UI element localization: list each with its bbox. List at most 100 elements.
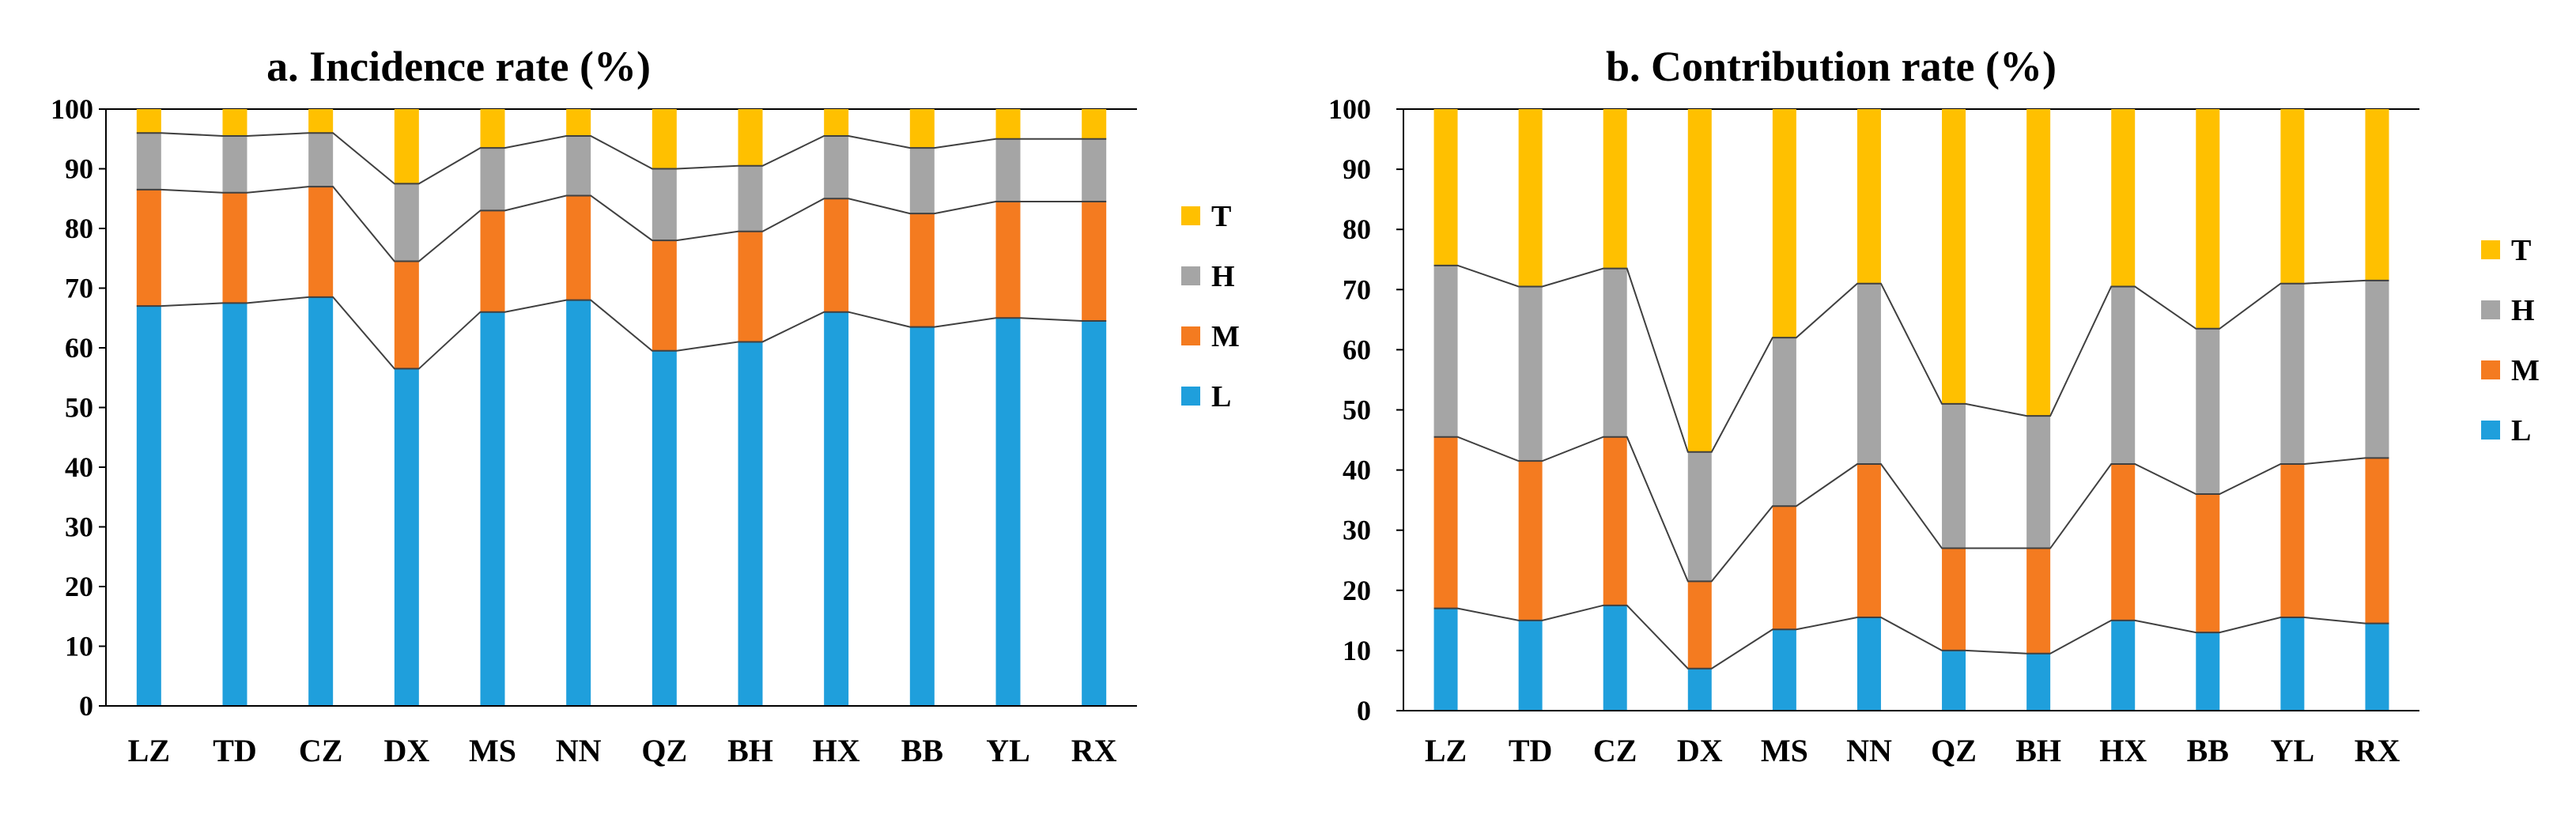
chart-a-bar-T-LZ	[136, 109, 161, 134]
chart-a-ytick-label: 0	[79, 690, 93, 722]
chart-b-category-label: MS	[1761, 733, 1808, 768]
chart-a-bar-L-BB	[909, 326, 935, 706]
chart-b-bar-H-RX	[2365, 280, 2389, 458]
chart-a-category-label: DX	[383, 733, 429, 768]
chart-a-category-label: YL	[986, 733, 1030, 768]
chart-a-category-label: CZ	[299, 733, 343, 768]
chart-b-bar-T-TD	[1518, 109, 1543, 287]
chart-b-title: b. Contribution rate (%)	[1606, 43, 2057, 90]
chart-a-bar-M-RX	[1082, 202, 1107, 322]
chart-b-connector-M	[1433, 436, 2389, 583]
chart-a-bar-L-HX	[824, 311, 849, 706]
chart-b-bar-L-CZ	[1603, 605, 1627, 711]
chart-a-legend-swatch-H	[1181, 266, 1200, 285]
chart-a-bar-L-MS	[480, 311, 505, 706]
chart-b-bar-H-TD	[1518, 286, 1543, 462]
chart-b-bar-T-CZ	[1603, 109, 1627, 269]
chart-b-bar-M-RX	[2365, 458, 2389, 624]
chart-a-bar-L-RX	[1082, 321, 1107, 706]
chart-b-legend-swatch-H	[2481, 300, 2500, 319]
chart-b-bar-T-QZ	[1942, 109, 1966, 404]
chart-a-bar-T-YL	[995, 109, 1021, 139]
chart-b-bar-M-BH	[2026, 548, 2051, 654]
chart-a-category-label: QZ	[641, 733, 687, 768]
chart-a-ytick-label: 90	[65, 153, 93, 185]
chart-a-bar-H-NN	[566, 135, 591, 196]
chart-a-connector-L	[136, 296, 1107, 370]
chart-a-bar-T-NN	[566, 109, 591, 136]
chart-a-bar-H-RX	[1082, 138, 1107, 202]
chart-b-ytick-label: 70	[1343, 274, 1371, 305]
chart-b-category-label: CZ	[1593, 733, 1637, 768]
chart-b-ytick-label: 90	[1343, 153, 1371, 185]
chart-a-bar-H-DX	[394, 183, 419, 262]
chart-b-category-label: HX	[2099, 733, 2147, 768]
chart-b-ytick-label: 10	[1343, 635, 1371, 666]
chart-a-bar-T-BH	[738, 109, 763, 166]
chart-a-legend-swatch-T	[1181, 206, 1200, 225]
chart-a-bar-M-DX	[394, 261, 419, 369]
chart-b-ytick-label: 30	[1343, 515, 1371, 546]
chart-b-ytick-label: 80	[1343, 213, 1371, 245]
chart-a-bar-L-LZ	[136, 306, 161, 706]
incidence-rate-chart: a. Incidence rate (%) 0 10 20 30 40 50 60 70 80 90…	[51, 43, 1240, 768]
chart-a-bar-T-DX	[394, 109, 419, 184]
chart-a-legend-label-H: H	[1211, 260, 1235, 293]
chart-a-title: a. Incidence rate (%)	[266, 43, 651, 90]
chart-a-bar-H-YL	[995, 138, 1021, 202]
chart-b-category-label: TD	[1509, 733, 1553, 768]
chart-b-bar-L-NN	[1856, 617, 1881, 711]
chart-a-legend-swatch-L	[1181, 387, 1200, 406]
chart-a-category-label: LZ	[128, 733, 170, 768]
chart-a-category-label: TD	[213, 733, 257, 768]
chart-a-bar-L-TD	[222, 303, 247, 706]
chart-b-category-label: BB	[2187, 733, 2229, 768]
chart-b-legend-swatch-M	[2481, 360, 2500, 379]
chart-b-bar-H-HX	[2111, 286, 2136, 464]
chart-b-bar-H-CZ	[1603, 268, 1627, 437]
chart-a-connector-M	[136, 186, 1107, 262]
chart-b-ytick-label: 40	[1343, 455, 1371, 486]
chart-a-bar-M-BB	[909, 213, 935, 327]
chart-b-bar-H-DX	[1687, 451, 1712, 582]
chart-a-ytick-label: 60	[65, 332, 93, 364]
chart-a-bar-H-CZ	[308, 133, 334, 187]
chart-a-bar-L-QZ	[652, 350, 677, 706]
chart-a-bar-M-HX	[824, 198, 849, 312]
chart-a-connector-H	[136, 132, 1107, 185]
chart-b-bar-M-DX	[1687, 581, 1712, 669]
chart-b-bar-H-LZ	[1433, 265, 1458, 437]
chart-b-bar-T-BH	[2026, 109, 2051, 417]
chart-a-ytick-label: 70	[65, 273, 93, 304]
chart-a-bar-H-TD	[222, 135, 247, 193]
chart-b-bar-L-MS	[1772, 629, 1796, 711]
chart-a-category-label: RX	[1071, 733, 1117, 768]
chart-a-ytick-label: 80	[65, 213, 93, 244]
chart-a-bar-M-QZ	[652, 240, 677, 351]
chart-a-bar-M-BH	[738, 231, 763, 342]
chart-b-ytick-label: 50	[1343, 394, 1371, 426]
chart-a-bar-L-DX	[394, 368, 419, 706]
chart-b-bar-L-BH	[2026, 653, 2051, 711]
chart-a-bar-H-QZ	[652, 168, 677, 241]
chart-b-connector-L	[1433, 604, 2389, 670]
chart-b-bar-H-YL	[2280, 283, 2305, 464]
chart-a-category-label: BB	[901, 733, 943, 768]
chart-a-category-label: HX	[813, 733, 860, 768]
chart-b-bar-L-RX	[2365, 623, 2389, 711]
chart-b-bar-T-RX	[2365, 109, 2389, 281]
chart-b-bar-L-BB	[2196, 632, 2220, 711]
chart-a-bar-L-NN	[566, 300, 591, 707]
chart-b-category-label: LZ	[1425, 733, 1467, 768]
chart-b-ytick-label: 100	[1328, 93, 1371, 125]
chart-a-bar-T-BB	[909, 109, 935, 149]
chart-a-bar-T-HX	[824, 109, 849, 136]
chart-b-legend-label-T: T	[2511, 234, 2531, 267]
chart-b-legend-label-H: H	[2511, 294, 2535, 327]
chart-b-bar-T-LZ	[1433, 109, 1458, 266]
chart-b-bar-H-QZ	[1942, 403, 1966, 549]
chart-b-category-label: BH	[2015, 733, 2061, 768]
chart-b-ytick-label: 20	[1343, 575, 1371, 606]
chart-b-bar-M-MS	[1772, 506, 1796, 630]
